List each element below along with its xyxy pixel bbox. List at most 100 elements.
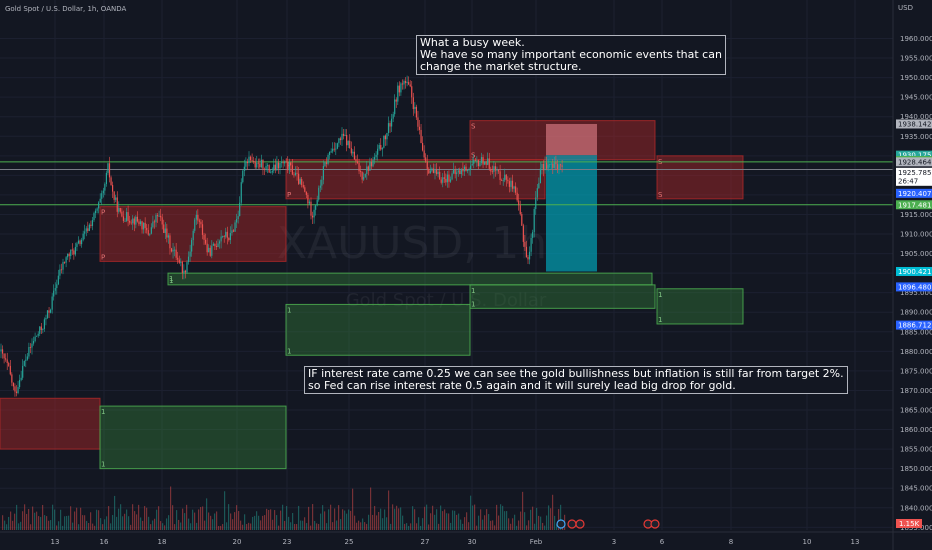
volume-bar <box>420 525 422 530</box>
candle-body <box>423 150 425 158</box>
volume-bar <box>100 518 102 530</box>
volume-bar <box>472 505 474 530</box>
volume-bar <box>310 525 312 530</box>
volume-bar <box>66 515 68 530</box>
zone-corner-label: 1 <box>169 277 173 285</box>
candle-body <box>208 247 210 253</box>
candle-body <box>277 162 280 169</box>
volume-bar <box>226 522 228 530</box>
volume-bar <box>478 515 480 530</box>
y-tick-label: 1910.000 <box>900 231 932 239</box>
volume-bar <box>334 508 336 530</box>
candle-body <box>294 172 297 176</box>
y-tick-label: 1915.000 <box>900 211 932 219</box>
note-top[interactable]: What a busy week. We have so many import… <box>416 35 726 75</box>
volume-bar <box>428 524 430 530</box>
volume-bar <box>286 506 288 530</box>
volume-bar <box>458 513 460 530</box>
x-tick-label: 8 <box>729 538 733 546</box>
candle-body <box>50 309 52 313</box>
candle-body <box>82 233 84 240</box>
candle-body <box>127 212 129 221</box>
candle-body <box>459 170 461 175</box>
candle-body <box>43 319 45 329</box>
volume-bar <box>306 523 308 530</box>
candle-body <box>0 349 2 352</box>
volume-bar <box>248 522 250 530</box>
volume-bar <box>500 504 502 530</box>
volume-bar <box>292 513 294 530</box>
candle-body <box>485 161 487 165</box>
candle-body <box>222 236 224 237</box>
volume-bar <box>88 522 90 530</box>
candle-body <box>40 326 42 330</box>
volume-bar <box>146 507 148 530</box>
volume-bar <box>544 525 546 530</box>
y-tick-label: 1875.000 <box>900 367 932 375</box>
candle-body <box>71 249 73 251</box>
candle-body <box>477 160 479 167</box>
candle-body <box>62 262 64 270</box>
volume-bar <box>134 511 136 530</box>
candle-body <box>476 160 478 162</box>
candle-body <box>195 214 197 220</box>
candle-body <box>254 161 256 168</box>
candle-body <box>101 193 103 199</box>
volume-bar <box>126 509 128 530</box>
candle-body <box>19 379 21 388</box>
candle-body <box>330 151 332 153</box>
volume-bar <box>338 505 340 530</box>
candle-body <box>197 214 199 221</box>
candle-body <box>301 179 303 185</box>
volume-bar <box>302 520 304 530</box>
candle-body <box>124 220 126 222</box>
volume-bar <box>162 523 164 530</box>
volume-bar <box>422 518 424 530</box>
y-tick-label: 1940.000 <box>900 113 932 121</box>
volume-bar <box>474 504 476 530</box>
candle-body <box>389 123 391 127</box>
x-tick-label: 6 <box>660 538 665 546</box>
volume-bar <box>374 505 376 530</box>
volume-bar <box>48 520 50 530</box>
candle-body <box>338 138 340 144</box>
volume-bar <box>218 525 220 530</box>
candle-body <box>463 166 466 172</box>
price-tag <box>896 150 932 160</box>
volume-bar <box>424 506 426 530</box>
volume-bar <box>416 523 418 530</box>
volume-bar <box>440 505 442 530</box>
volume-bar <box>378 511 380 530</box>
volume-bar <box>190 523 192 530</box>
candle-body <box>218 241 221 244</box>
candle-body <box>246 161 249 164</box>
candle-body <box>471 163 473 166</box>
candle-body <box>327 154 329 164</box>
candle-body <box>48 310 50 313</box>
candle-body <box>490 168 492 172</box>
volume-bar <box>206 498 208 530</box>
y-tick-label: 1885.000 <box>900 328 932 336</box>
candle-body <box>155 215 157 223</box>
note-bottom[interactable]: IF interest rate came 0.25 we can see th… <box>304 366 848 394</box>
candle-body <box>240 182 242 203</box>
candle-body <box>333 148 335 150</box>
candle-body <box>415 106 417 118</box>
volume-bar <box>450 522 452 530</box>
volume-bar <box>252 516 254 530</box>
candle-body <box>263 168 266 170</box>
candle-body <box>377 148 379 155</box>
volume-bar <box>180 522 182 530</box>
candle-body <box>515 186 517 193</box>
x-tick-label: 3 <box>612 538 616 546</box>
candle-body <box>3 353 5 359</box>
volume-bar <box>10 511 12 530</box>
candle-body <box>271 170 273 173</box>
candle-body <box>141 221 143 230</box>
candle-body <box>544 162 546 171</box>
candle-body <box>533 208 535 233</box>
volume-bar <box>506 511 508 530</box>
volume-bar <box>410 523 412 530</box>
